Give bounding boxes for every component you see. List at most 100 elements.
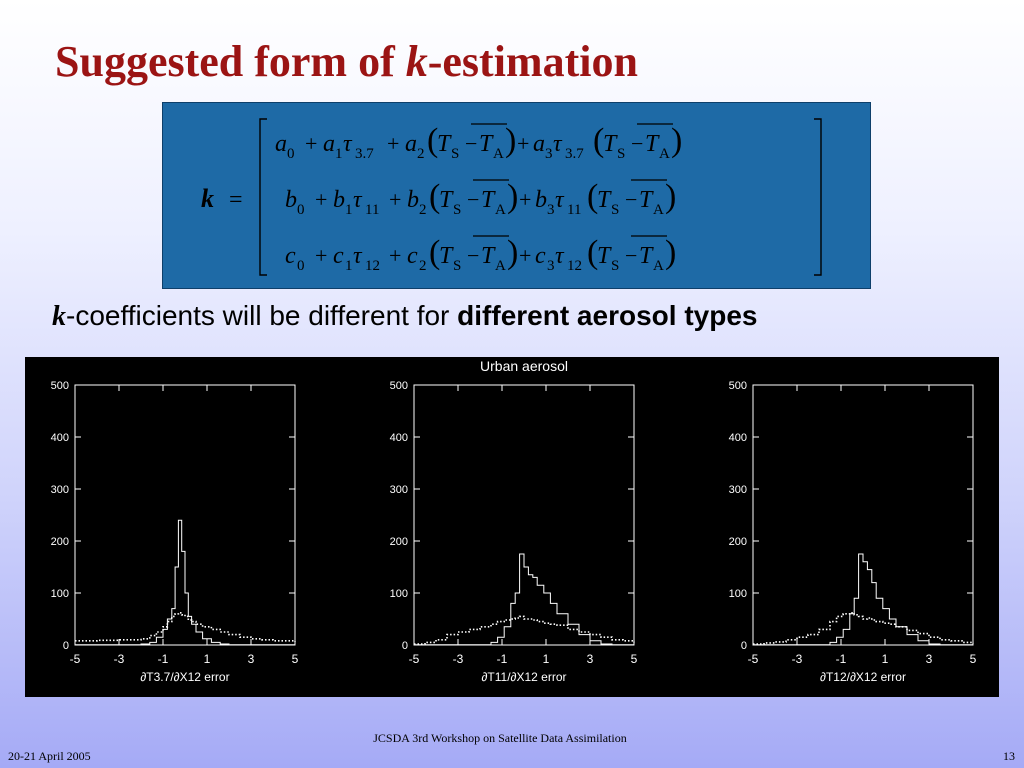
y-tick-label: 0 [741, 640, 747, 652]
coefficient: b [333, 187, 345, 213]
footer-workshop: JCSDA 3rd Workshop on Satellite Data Ass… [373, 731, 627, 745]
title-suffix: -estimation [427, 37, 638, 86]
ta-symbol: T [645, 131, 660, 157]
coefficient: a [533, 131, 545, 157]
y-tick-label: 300 [729, 484, 747, 496]
plus-sign: + [519, 243, 531, 268]
tau-symbol: τ [555, 243, 565, 269]
tau-symbol: τ [553, 131, 563, 157]
dotted-series-line [753, 612, 974, 645]
plus-sign: + [387, 131, 399, 156]
plus-sign: + [517, 131, 529, 156]
equation-row: c 0 + c 1 τ 12 + c 2 (T S − T A) + c 3 τ 12 (T S − T A) [285, 234, 676, 274]
subtitle-k-variable: k [52, 301, 66, 332]
histogram-chart: 0 100 200 300 400 500 -5 -3 -1 1 3 5 ∂T12/∂X12 error [729, 380, 977, 684]
ts-symbol: T [437, 131, 452, 157]
right-paren: ) [505, 122, 516, 159]
ta-subscript: A [495, 202, 506, 218]
ta-symbol: T [481, 243, 496, 269]
plus-sign: + [315, 187, 327, 212]
y-tick-label: 300 [51, 484, 69, 496]
ta-symbol: T [481, 187, 496, 213]
coefficient: c [333, 243, 344, 269]
x-tick-label: 1 [204, 652, 211, 666]
coefficient-subscript: 0 [297, 202, 305, 218]
left-paren: ( [587, 178, 598, 215]
y-tick-label: 400 [390, 432, 408, 444]
tau-subscript: 11 [365, 202, 379, 218]
ta-subscript: A [653, 258, 664, 274]
plus-sign: + [389, 243, 401, 268]
x-tick-label: -1 [158, 652, 169, 666]
coefficient-subscript: 2 [419, 202, 427, 218]
plot-frame [752, 384, 974, 646]
y-tick-label: 100 [729, 588, 747, 600]
equation-row: b 0 + b 1 τ 11 + b 2 (T S − T A) + b 3 τ 11 (T S − T A) [285, 178, 676, 218]
ta-symbol: T [479, 131, 494, 157]
coefficient: c [535, 243, 546, 269]
x-tick-label: -3 [114, 652, 125, 666]
coefficient-subscript: 0 [287, 146, 295, 162]
dotted-series-line [414, 615, 635, 645]
x-tick-label: -1 [497, 652, 508, 666]
title-k-variable: k [405, 37, 428, 86]
right-paren: ) [507, 178, 518, 215]
ts-symbol: T [597, 187, 612, 213]
minus-sign: − [465, 131, 477, 156]
tau-symbol: τ [353, 243, 363, 269]
ta-subscript: A [495, 258, 506, 274]
x-tick-label: 3 [926, 652, 933, 666]
tau-subscript: 3.7 [355, 146, 374, 162]
left-paren: ( [427, 122, 438, 159]
coefficient-subscript: 1 [345, 202, 353, 218]
ts-subscript: S [611, 202, 619, 218]
y-tick-label: 400 [51, 432, 69, 444]
minus-sign: − [631, 131, 643, 156]
ts-subscript: S [453, 202, 461, 218]
subtitle-text: -coefficients will be different for [66, 300, 458, 331]
coefficient: c [285, 243, 296, 269]
chart-title: Urban aerosol [480, 358, 568, 374]
minus-sign: − [625, 187, 637, 212]
x-tick-label: 5 [631, 652, 638, 666]
coefficient: b [285, 187, 297, 213]
ts-subscript: S [611, 258, 619, 274]
tau-symbol: τ [343, 131, 353, 157]
plus-sign: + [315, 243, 327, 268]
y-tick-label: 400 [729, 432, 747, 444]
ta-subscript: A [653, 202, 664, 218]
ta-subscript: A [659, 146, 670, 162]
coefficient-subscript: 3 [547, 258, 555, 274]
tau-subscript: 11 [567, 202, 581, 218]
dotted-series-line [75, 612, 296, 642]
x-tick-label: 3 [248, 652, 255, 666]
x-tick-label: 3 [587, 652, 594, 666]
tau-symbol: τ [353, 187, 363, 213]
x-tick-label: -3 [453, 652, 464, 666]
histogram-chart: 0 100 200 300 400 500 -5 -3 -1 1 3 5 ∂T3.7/∂X12 erro… [51, 380, 299, 684]
x-tick-label: -5 [409, 652, 420, 666]
plus-sign: + [519, 187, 531, 212]
x-tick-label: -1 [836, 652, 847, 666]
right-paren: ) [507, 234, 518, 271]
coefficient-subscript: 2 [419, 258, 427, 274]
coefficient: b [407, 187, 419, 213]
x-axis-label: ∂T12/∂X12 error [820, 670, 906, 684]
equation-lhs-k: k [201, 184, 214, 213]
x-tick-label: -5 [70, 652, 81, 666]
ts-symbol: T [603, 131, 618, 157]
y-tick-label: 0 [402, 640, 408, 652]
x-tick-label: 5 [970, 652, 977, 666]
solid-series-line [753, 553, 973, 646]
ts-symbol: T [597, 243, 612, 269]
coefficient-subscript: 1 [335, 146, 343, 162]
tau-subscript: 3.7 [565, 146, 584, 162]
coefficient-subscript: 3 [545, 146, 553, 162]
plus-sign: + [305, 131, 317, 156]
coefficient: a [405, 131, 417, 157]
x-tick-label: -5 [748, 652, 759, 666]
x-tick-label: 5 [292, 652, 299, 666]
y-tick-label: 200 [51, 536, 69, 548]
plot-frame [413, 384, 635, 646]
